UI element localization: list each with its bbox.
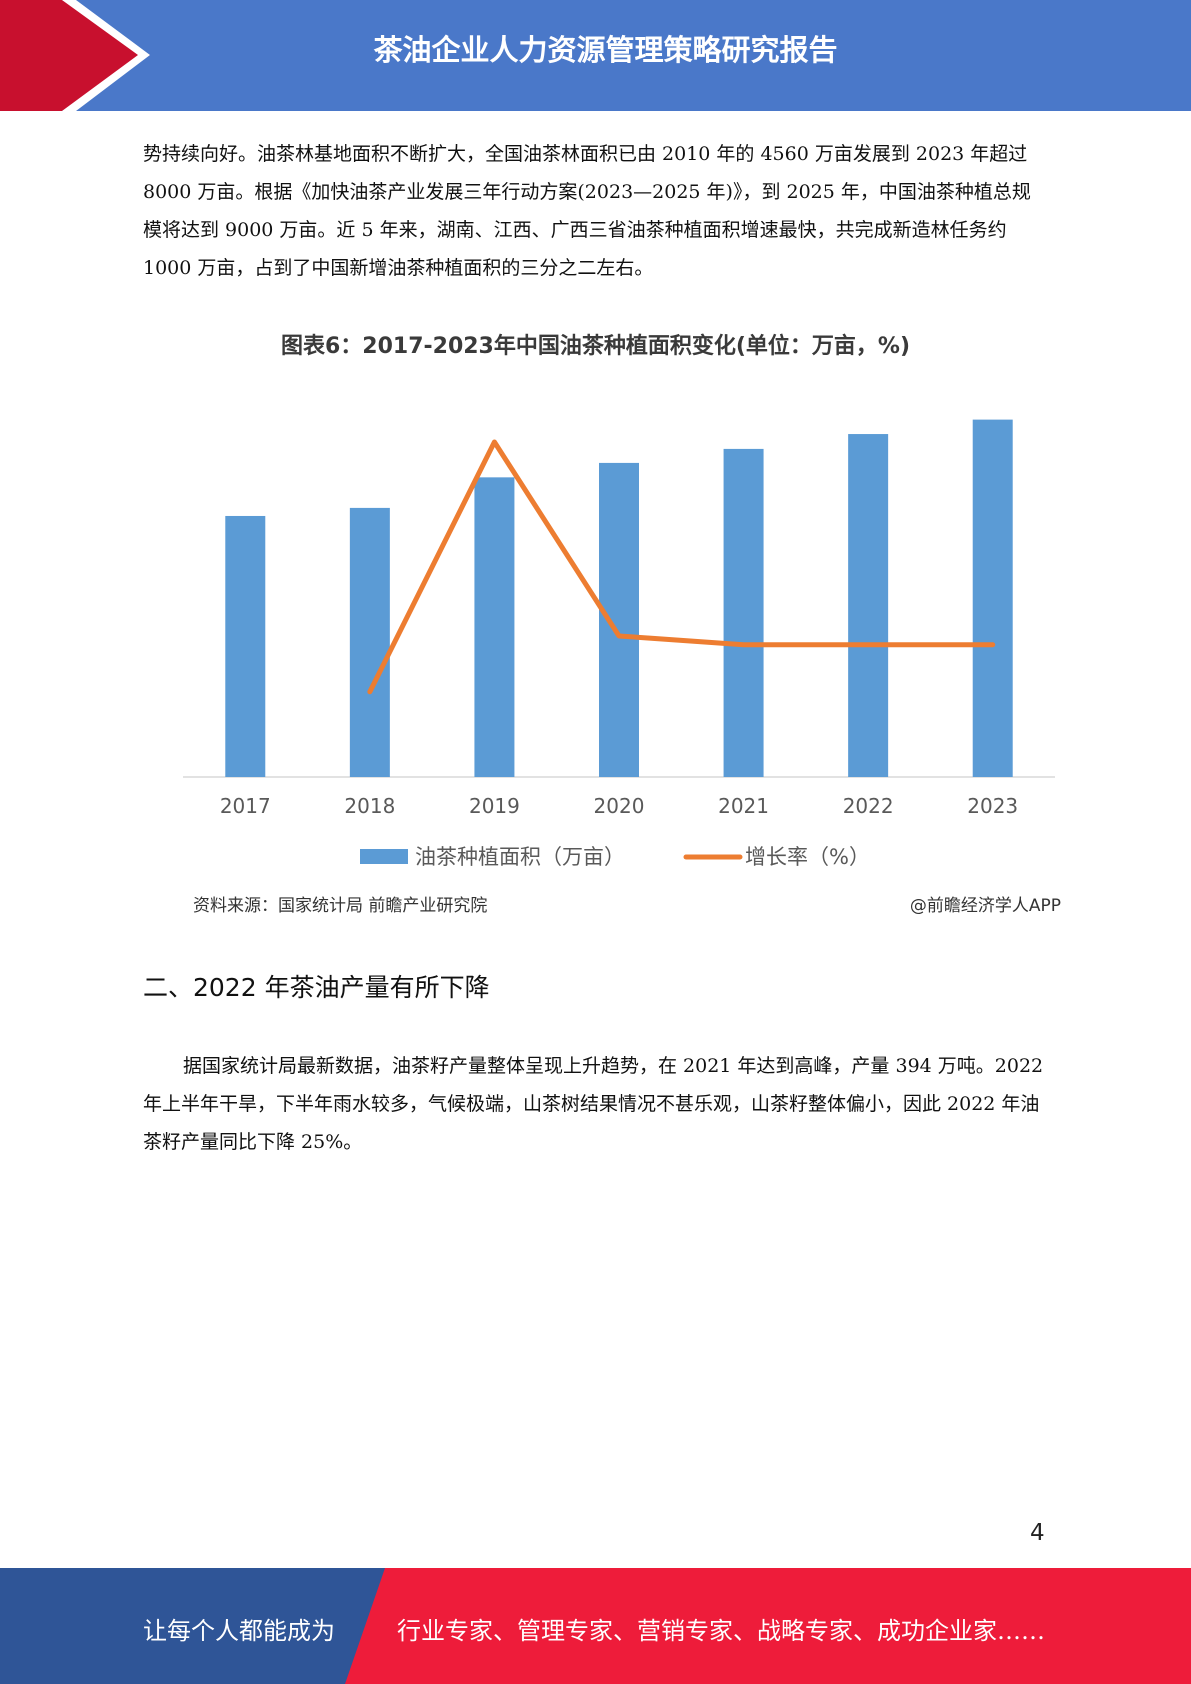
footer-slogan-right: 行业专家、管理专家、营销专家、战略专家、成功企业家……: [397, 1617, 1045, 1645]
x-tick-label: 2019: [469, 794, 520, 818]
bar-2020: [599, 462, 639, 777]
growth-rate-line: [367, 439, 996, 695]
header-red-arrow: [0, 0, 150, 111]
x-tick-label: 2021: [718, 794, 769, 818]
bar-2018: [349, 507, 390, 777]
legend-bar-swatch: [360, 849, 408, 864]
x-tick-label: 2023: [967, 794, 1018, 818]
section-heading: 二、2022 年茶油产量有所下降: [143, 973, 490, 1002]
bar-2022: [848, 434, 889, 777]
bar-2023: [972, 419, 1013, 777]
page-header: 茶油企业人力资源管理策略研究报告: [0, 0, 1191, 111]
legend-line-label: 增长率（%）: [745, 845, 870, 869]
legend-bar-label: 油茶种植面积（万亩）: [415, 845, 625, 869]
chart-source: 资料来源：国家统计局 前瞻产业研究院: [193, 896, 488, 916]
page-footer: [0, 1568, 1191, 1684]
page-number: 4: [1030, 1520, 1045, 1546]
body-paragraph: 据国家统计局最新数据，油茶籽产量整体呈现上升趋势，在 2021 年达到高峰，产量…: [143, 1055, 1044, 1153]
bar-2017: [225, 515, 266, 777]
x-tick-label: 2017: [220, 794, 271, 818]
x-tick-label: 2018: [344, 794, 395, 818]
intro-paragraph: 势持续向好。油茶林基地面积不断扩大，全国油茶林面积已由 2010 年的 4560…: [143, 143, 1031, 279]
bar-2021: [723, 448, 764, 777]
footer-slogan-left: 让每个人都能成为: [143, 1617, 335, 1645]
x-tick-label: 2022: [843, 794, 894, 818]
bar-2019: [474, 477, 515, 777]
chart-title: 图表6：2017-2023年中国油茶种植面积变化(单位：万亩，%): [280, 334, 911, 359]
chart-credit: @前瞻经济学人APP: [909, 896, 1061, 916]
header-title: 茶油企业人力资源管理策略研究报告: [373, 33, 838, 67]
x-tick-label: 2020: [594, 794, 645, 818]
